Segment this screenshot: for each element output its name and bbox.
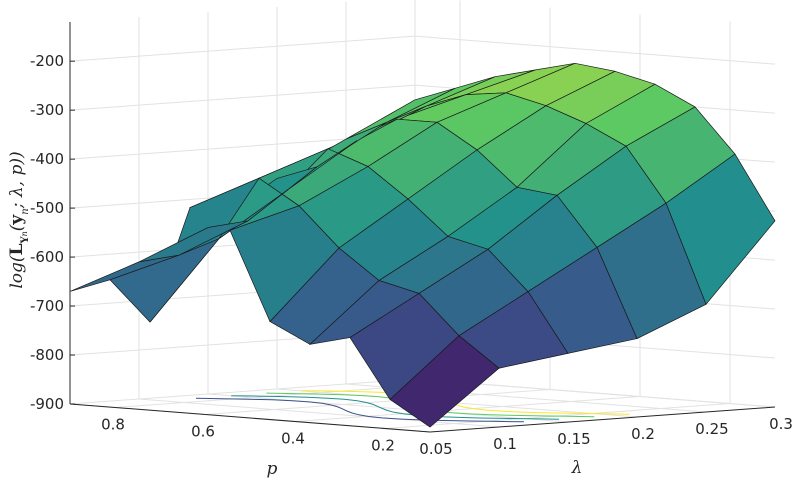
surface-layer xyxy=(69,62,776,428)
surface-patch xyxy=(109,238,220,323)
lambda-tick-label: 0.2 xyxy=(631,425,655,443)
p-tick-label: 0.4 xyxy=(281,430,305,448)
lambda-tick-label: 0.3 xyxy=(769,415,793,433)
lambda-axis-line xyxy=(429,406,776,433)
z-tick-label: -200 xyxy=(30,52,64,70)
lambda-tick-label: 0.1 xyxy=(493,435,517,453)
z-tick-label: -700 xyxy=(30,297,64,315)
z-tick-label: -600 xyxy=(30,248,64,266)
p-tick-label: 0.2 xyxy=(371,437,395,455)
lambda-tick-label: 0.15 xyxy=(557,430,590,448)
z-gridline-left xyxy=(69,35,416,62)
lambda-floor-gridline xyxy=(138,398,500,428)
y-axis-label: λ xyxy=(571,458,583,478)
z-tick-label: -900 xyxy=(30,395,64,413)
lambda-tick-label: 0.05 xyxy=(419,440,452,458)
p-tick-label: 0.8 xyxy=(101,416,125,434)
z-gridline-left xyxy=(69,84,416,111)
z-tick-label: -400 xyxy=(30,150,64,168)
z-tick-label: -800 xyxy=(30,346,64,364)
p-axis-line xyxy=(69,403,431,433)
p-floor-gridline xyxy=(294,396,641,422)
z-tick-label: -500 xyxy=(30,199,64,217)
axis-layer xyxy=(69,22,776,433)
z-axis-label: log(LYn(yn; λ, p)) xyxy=(7,151,31,288)
tick-layer: -200 -300 -400 -500 -600 -700 -800 -900 0.8 0.6 0.… xyxy=(30,52,793,458)
p-tick-label: 0.6 xyxy=(191,423,215,441)
z-gridline-left xyxy=(69,378,416,405)
p-floor-gridline xyxy=(204,389,551,415)
z-gridline-right xyxy=(414,35,776,65)
x-axis-label: p xyxy=(267,459,278,479)
z-tick-label: -300 xyxy=(30,101,64,119)
lambda-floor-gridline xyxy=(207,393,569,423)
lambda-tick-label: 0.25 xyxy=(695,420,728,438)
floor-contour xyxy=(231,395,560,420)
surface-patch xyxy=(389,335,500,428)
